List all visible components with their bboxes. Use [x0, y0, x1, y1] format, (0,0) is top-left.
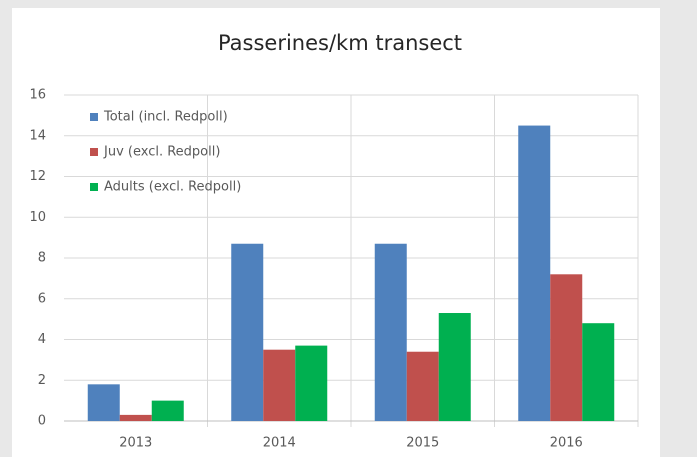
bar: [119, 414, 152, 421]
bar: [438, 313, 471, 421]
bar: [87, 384, 120, 421]
legend-label: Total (incl. Redpoll): [103, 110, 228, 125]
y-tick-label: 6: [38, 291, 46, 306]
chart-title: Passerines/km transect: [218, 31, 462, 55]
y-tick-label: 8: [38, 251, 46, 266]
y-tick-label: 2: [38, 373, 46, 388]
legend-swatch: [90, 183, 98, 191]
x-tick-label: 2015: [406, 436, 439, 451]
x-tick-label: 2016: [550, 436, 583, 451]
bar: [518, 125, 551, 421]
legend-label: Juv (excl. Redpoll): [103, 145, 220, 160]
y-tick-label: 14: [29, 128, 46, 143]
x-tick-label: 2014: [263, 436, 296, 451]
bar: [263, 349, 296, 421]
legend-swatch: [90, 113, 98, 121]
bar: [151, 400, 184, 421]
y-tick-label: 16: [29, 88, 46, 103]
y-tick-label: 10: [29, 210, 46, 225]
bar: [582, 323, 615, 421]
bar: [231, 243, 264, 421]
legend-label: Adults (excl. Redpoll): [104, 180, 241, 195]
bar: [406, 351, 439, 421]
y-tick-label: 4: [38, 332, 46, 347]
x-tick-label: 2013: [119, 436, 152, 451]
bar: [295, 345, 328, 421]
legend-swatch: [90, 148, 98, 156]
y-tick-label: 12: [29, 169, 46, 184]
bar: [550, 274, 583, 421]
bar: [374, 243, 407, 421]
y-tick-label: 0: [38, 414, 46, 429]
